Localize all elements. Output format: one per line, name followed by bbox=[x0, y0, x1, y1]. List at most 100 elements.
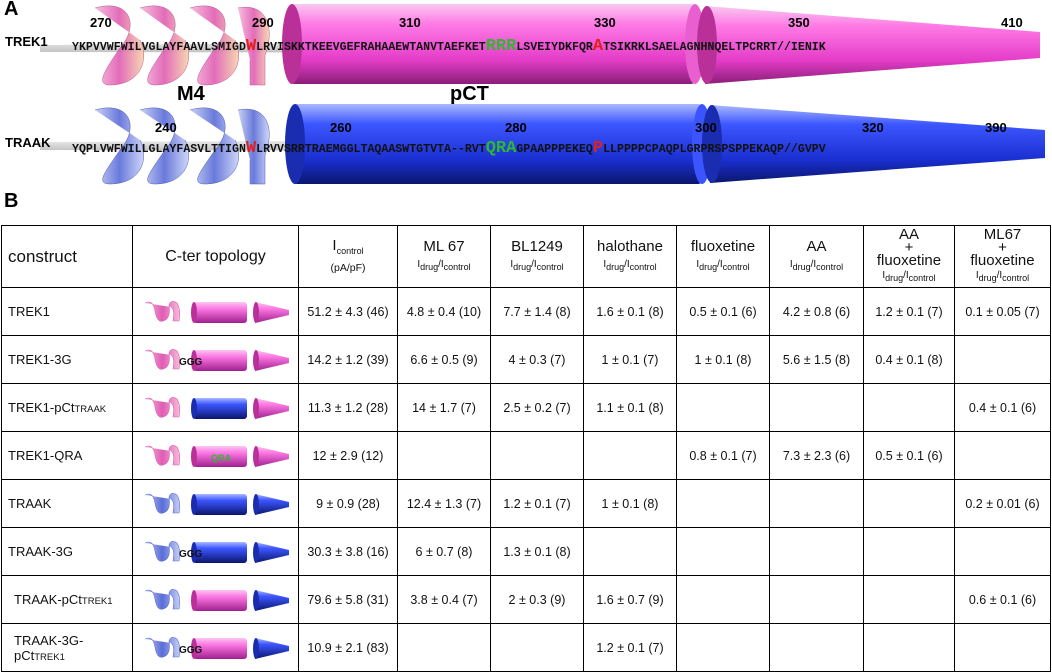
m4-label: M4 bbox=[177, 83, 206, 105]
topology-icon-trek1 bbox=[144, 300, 289, 323]
construct-name: TRAAK-pCtTREK1 bbox=[1, 575, 133, 624]
trek1-pct-cylinder bbox=[282, 4, 705, 84]
table-row: TREK1 51.2 ± 4.3 (46) 4.8 ± 0.4 (10) 7.7 ± … bbox=[1, 287, 1051, 336]
pharmacology-table: construct C-ter topology Icontrol (pA/pF)… bbox=[1, 225, 1051, 672]
cell-ml67 bbox=[397, 431, 491, 480]
traak-sequence: YQPLVWFWILLGLAYFASVLTTIGNWLRVVSRRTRAEMGG… bbox=[72, 139, 826, 158]
topology-icon-traak-3g: GGG bbox=[144, 540, 289, 563]
cell-ml67: 14 ± 1.7 (7) bbox=[397, 383, 491, 432]
panel-a-letter: A bbox=[4, 0, 19, 20]
trek1-pos-4: 330 bbox=[594, 15, 616, 30]
header-construct: construct bbox=[1, 225, 133, 288]
cell-fluoxetine bbox=[676, 527, 770, 576]
table-row: TRAAK-3G GGG 30.3 ± 3.8 (16) 6 ± 0.7 (8) 1.3… bbox=[1, 527, 1051, 576]
cell-fluoxetine: 1 ± 0.1 (8) bbox=[676, 335, 770, 384]
header-ml67: ML 67 Idrug/Icontrol bbox=[397, 225, 491, 288]
table-row: TRAAK-pCtTREK1 79.6 ± 5.8 (31) 3.8 ± 0.4 (… bbox=[1, 575, 1051, 624]
cell-halothane: 1 ± 0.1 (7) bbox=[583, 335, 677, 384]
cell-fluoxetine bbox=[676, 575, 770, 624]
topology-cell: GGG bbox=[132, 527, 299, 576]
topology-icon-traak-pct bbox=[144, 588, 289, 611]
cell-aa bbox=[769, 479, 864, 528]
cell-ml67_fluox bbox=[954, 335, 1051, 384]
cell-icontrol: 10.9 ± 2.1 (83) bbox=[298, 623, 398, 672]
cell-fluoxetine bbox=[676, 623, 770, 672]
header-bl1249: BL1249 Idrug/Icontrol bbox=[490, 225, 584, 288]
construct-name: TREK1-3G bbox=[1, 335, 133, 384]
topology-cell: GGG bbox=[132, 335, 299, 384]
cell-bl1249: 1.2 ± 0.1 (7) bbox=[490, 479, 584, 528]
topology-cell: QRA bbox=[132, 431, 299, 480]
table-row: TRAAK 9 ± 0.9 (28) 12.4 ± 1.3 (7) 1.2 ± 0.1… bbox=[1, 479, 1051, 528]
traak-red-p: P bbox=[593, 139, 603, 158]
cell-aa bbox=[769, 527, 864, 576]
cell-aa: 4.2 ± 0.8 (6) bbox=[769, 287, 864, 336]
table-header-row: construct C-ter topology Icontrol (pA/pF)… bbox=[1, 225, 1051, 288]
traak-qra-motif: QRA bbox=[486, 139, 517, 158]
cell-aa: 7.3 ± 2.3 (6) bbox=[769, 431, 864, 480]
topology-icon-trek1-qra: QRA bbox=[144, 444, 289, 467]
header-ml67-fluoxetine: ML67 + fluoxetine Idrug/Icontrol bbox=[954, 225, 1051, 288]
traak-pos-1: 240 bbox=[155, 120, 177, 135]
cell-ml67: 3.8 ± 0.4 (7) bbox=[397, 575, 491, 624]
cell-aa_fluox: 1.2 ± 0.1 (7) bbox=[863, 287, 955, 336]
cell-icontrol: 12 ± 2.9 (12) bbox=[298, 431, 398, 480]
trek1-pos-2: 290 bbox=[252, 15, 274, 30]
traak-pos-3: 280 bbox=[505, 120, 527, 135]
topology-cell bbox=[132, 383, 299, 432]
cell-aa bbox=[769, 383, 864, 432]
header-halothane: halothane Idrug/Icontrol bbox=[583, 225, 677, 288]
cell-halothane: 1.6 ± 0.1 (8) bbox=[583, 287, 677, 336]
traak-row-label: TRAAK bbox=[5, 135, 51, 150]
header-topology: C-ter topology bbox=[132, 225, 299, 288]
header-aa-fluoxetine: AA + fluoxetine Idrug/Icontrol bbox=[863, 225, 955, 288]
cell-halothane: 1 ± 0.1 (8) bbox=[583, 479, 677, 528]
table-row: TREK1-QRA QRA 12 ± 2.9 (12) 0.8 ± 0.1 (7) 7.… bbox=[1, 431, 1051, 480]
qra-label: QRA bbox=[211, 453, 232, 463]
topology-cell bbox=[132, 575, 299, 624]
cell-ml67: 6.6 ± 0.5 (9) bbox=[397, 335, 491, 384]
cell-aa_fluox bbox=[863, 383, 955, 432]
cell-icontrol: 79.6 ± 5.8 (31) bbox=[298, 575, 398, 624]
topology-cell: GGG bbox=[132, 623, 299, 672]
cell-bl1249: 1.3 ± 0.1 (8) bbox=[490, 527, 584, 576]
cell-icontrol: 30.3 ± 3.8 (16) bbox=[298, 527, 398, 576]
header-icontrol: Icontrol (pA/pF) bbox=[298, 225, 398, 288]
cell-ml67: 6 ± 0.7 (8) bbox=[397, 527, 491, 576]
traak-pos-2: 260 bbox=[330, 120, 352, 135]
cell-icontrol: 51.2 ± 4.3 (46) bbox=[298, 287, 398, 336]
construct-name: TRAAK bbox=[1, 479, 133, 528]
construct-name: TREK1 bbox=[1, 287, 133, 336]
topology-icon-traak-3g-pct: GGG bbox=[144, 636, 289, 659]
cell-ml67_fluox bbox=[954, 431, 1051, 480]
table-row: TREK1-pCtTRAAK 11.3 ± 1.2 (28) 14 ± 1.7 (7… bbox=[1, 383, 1051, 432]
trek1-structure bbox=[40, 4, 1040, 86]
topology-icon-traak bbox=[144, 492, 289, 515]
traak-red-w: W bbox=[246, 139, 257, 158]
trek1-pos-5: 350 bbox=[788, 15, 810, 30]
cell-fluoxetine bbox=[676, 479, 770, 528]
cell-ml67 bbox=[397, 623, 491, 672]
topology-icon-trek1-pct bbox=[144, 396, 289, 419]
cell-aa_fluox: 0.4 ± 0.1 (8) bbox=[863, 335, 955, 384]
traak-distal-cone bbox=[702, 105, 1045, 183]
cell-halothane bbox=[583, 527, 677, 576]
trek1-pos-1: 270 bbox=[90, 15, 112, 30]
cell-ml67: 12.4 ± 1.3 (7) bbox=[397, 479, 491, 528]
cell-bl1249: 7.7 ± 1.4 (8) bbox=[490, 287, 584, 336]
cell-aa_fluox bbox=[863, 479, 955, 528]
cell-bl1249: 4 ± 0.3 (7) bbox=[490, 335, 584, 384]
trek1-red-a: A bbox=[593, 37, 604, 56]
cell-fluoxetine: 0.5 ± 0.1 (6) bbox=[676, 287, 770, 336]
traak-pos-4: 300 bbox=[695, 120, 717, 135]
cell-bl1249: 2.5 ± 0.2 (7) bbox=[490, 383, 584, 432]
channel-topology-diagram: TREK1 270 290 310 330 350 410 YKPVVWFWIL… bbox=[5, 4, 1045, 185]
traak-pos-6: 390 bbox=[985, 120, 1007, 135]
cell-ml67_fluox: 0.2 ± 0.01 (6) bbox=[954, 479, 1051, 528]
cell-ml67_fluox bbox=[954, 623, 1051, 672]
construct-name: TREK1-pCtTRAAK bbox=[1, 383, 133, 432]
trek1-pos-6: 410 bbox=[1001, 15, 1023, 30]
cell-fluoxetine: 0.8 ± 0.1 (7) bbox=[676, 431, 770, 480]
header-aa: AA Idrug/Icontrol bbox=[769, 225, 864, 288]
trek1-red-w: W bbox=[246, 37, 257, 56]
